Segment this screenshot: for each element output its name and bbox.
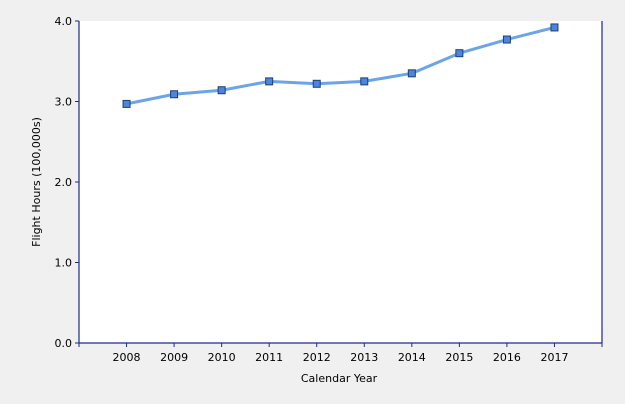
y-tick-label: 1.0 bbox=[55, 257, 73, 270]
axes bbox=[78, 21, 603, 344]
x-tick-label: 2011 bbox=[255, 351, 283, 364]
data-point-marker bbox=[265, 77, 274, 86]
data-point-marker bbox=[360, 77, 369, 86]
series bbox=[122, 23, 559, 108]
data-point-marker bbox=[550, 23, 559, 32]
data-point-marker bbox=[502, 35, 511, 44]
x-tick-label: 2010 bbox=[208, 351, 236, 364]
x-tick-labels: 2008 2009 2010 2011 2012 2013 2014 2015 2016 2017 bbox=[113, 351, 569, 364]
x-tick-label: 2012 bbox=[303, 351, 331, 364]
x-tick-label: 2009 bbox=[160, 351, 188, 364]
data-point-marker bbox=[455, 49, 464, 58]
x-tick-label: 2014 bbox=[398, 351, 426, 364]
y-tick-label: 3.0 bbox=[55, 96, 73, 109]
y-tick-label: 4.0 bbox=[55, 15, 73, 28]
x-tick-label: 2015 bbox=[445, 351, 473, 364]
x-tick-label: 2008 bbox=[113, 351, 141, 364]
x-axis-title: Calendar Year bbox=[301, 372, 378, 385]
x-tick-label: 2013 bbox=[350, 351, 378, 364]
data-point-marker bbox=[312, 79, 321, 88]
axis-ticks bbox=[75, 20, 603, 347]
data-point-marker bbox=[217, 86, 226, 95]
plot-area bbox=[79, 21, 602, 343]
data-point-marker bbox=[122, 99, 131, 108]
y-axis-title: Flight Hours (100,000s) bbox=[30, 117, 43, 247]
x-tick-label: 2016 bbox=[493, 351, 521, 364]
data-point-marker bbox=[407, 69, 416, 78]
y-tick-label: 0.0 bbox=[55, 337, 73, 350]
y-tick-labels: 0.0 1.0 2.0 3.0 4.0 bbox=[55, 15, 73, 350]
data-point-marker bbox=[170, 90, 179, 99]
y-tick-label: 2.0 bbox=[55, 176, 73, 189]
x-tick-label: 2017 bbox=[540, 351, 568, 364]
series-line bbox=[126, 25, 555, 106]
